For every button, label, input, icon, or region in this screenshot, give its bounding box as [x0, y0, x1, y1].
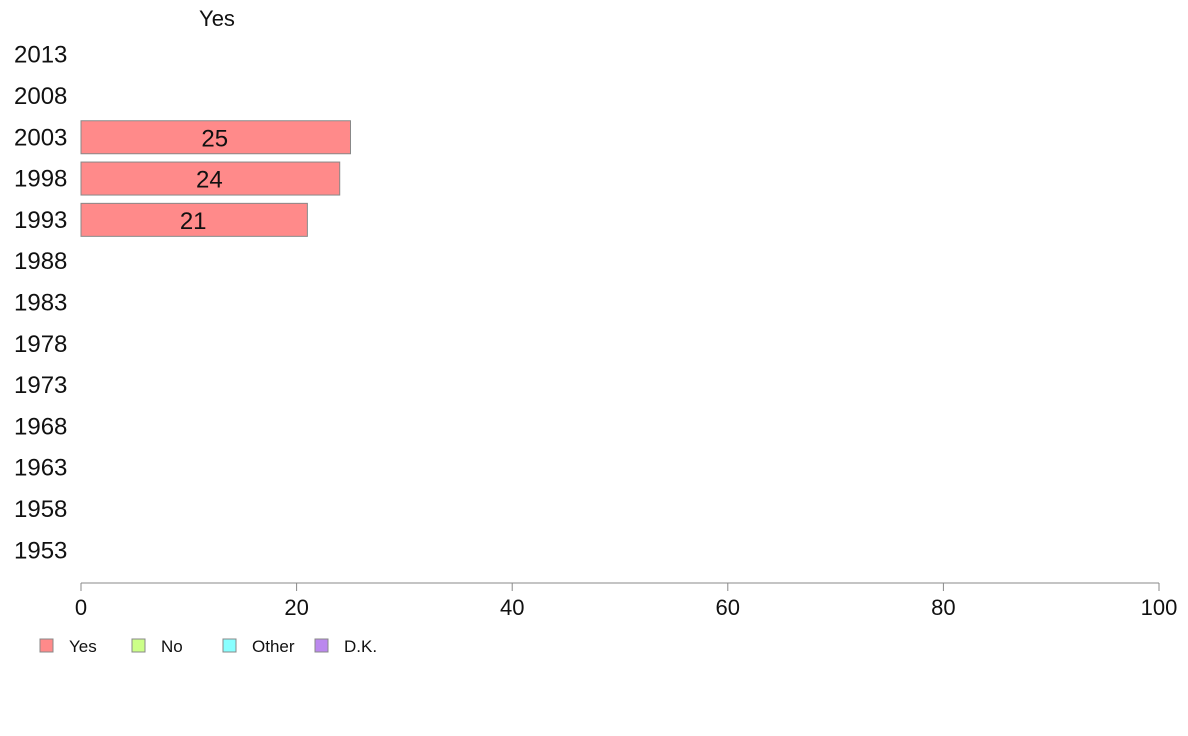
data-labels: 25 24 21 [180, 125, 228, 235]
bars [80, 120, 351, 237]
legend-label: Other [252, 637, 295, 656]
category-label: 1988 [14, 248, 67, 275]
data-label: 25 [201, 125, 228, 152]
category-label: 1973 [14, 372, 67, 399]
category-label: 1953 [14, 537, 67, 564]
category-label: 1978 [14, 331, 67, 358]
legend-swatch [314, 638, 329, 653]
column-header: Yes [199, 6, 235, 31]
legend-label: No [161, 637, 183, 656]
category-label: 2003 [14, 124, 67, 151]
legend-item-d-k: D.K. [314, 637, 377, 656]
x-tick-label: 40 [500, 595, 524, 620]
legend-item-other: Other [222, 637, 295, 656]
category-label: 1993 [14, 207, 67, 234]
legend-label: D.K. [344, 637, 377, 656]
x-tick-label: 60 [716, 595, 740, 620]
category-labels: 2013 2008 2003 1998 1993 1988 1983 1978 1973 1968… [14, 42, 67, 565]
legend-swatch [222, 638, 237, 653]
legend-item-yes: Yes [39, 637, 97, 656]
data-label: 21 [180, 208, 207, 235]
legend-item-no: No [131, 637, 183, 656]
x-tick-label: 0 [75, 595, 87, 620]
category-label: 1998 [14, 166, 67, 193]
x-tick-label: 80 [931, 595, 955, 620]
category-label: 2008 [14, 83, 67, 110]
bar-yes [80, 161, 341, 196]
category-label: 1983 [14, 289, 67, 316]
data-label: 24 [196, 167, 223, 194]
legend-label: Yes [69, 637, 97, 656]
category-label: 2013 [14, 42, 67, 69]
bar-yes [80, 120, 351, 155]
bar-yes [80, 202, 308, 237]
x-axis: 0 20 40 60 80 100 [75, 582, 1178, 620]
legend-swatch [39, 638, 54, 653]
category-label: 1968 [14, 413, 67, 440]
category-label: 1963 [14, 455, 67, 482]
category-label: 1958 [14, 496, 67, 523]
legend: Yes No Other D.K. [39, 637, 377, 656]
x-tick-label: 100 [1141, 595, 1178, 620]
legend-swatch [131, 638, 146, 653]
x-tick-label: 20 [284, 595, 308, 620]
